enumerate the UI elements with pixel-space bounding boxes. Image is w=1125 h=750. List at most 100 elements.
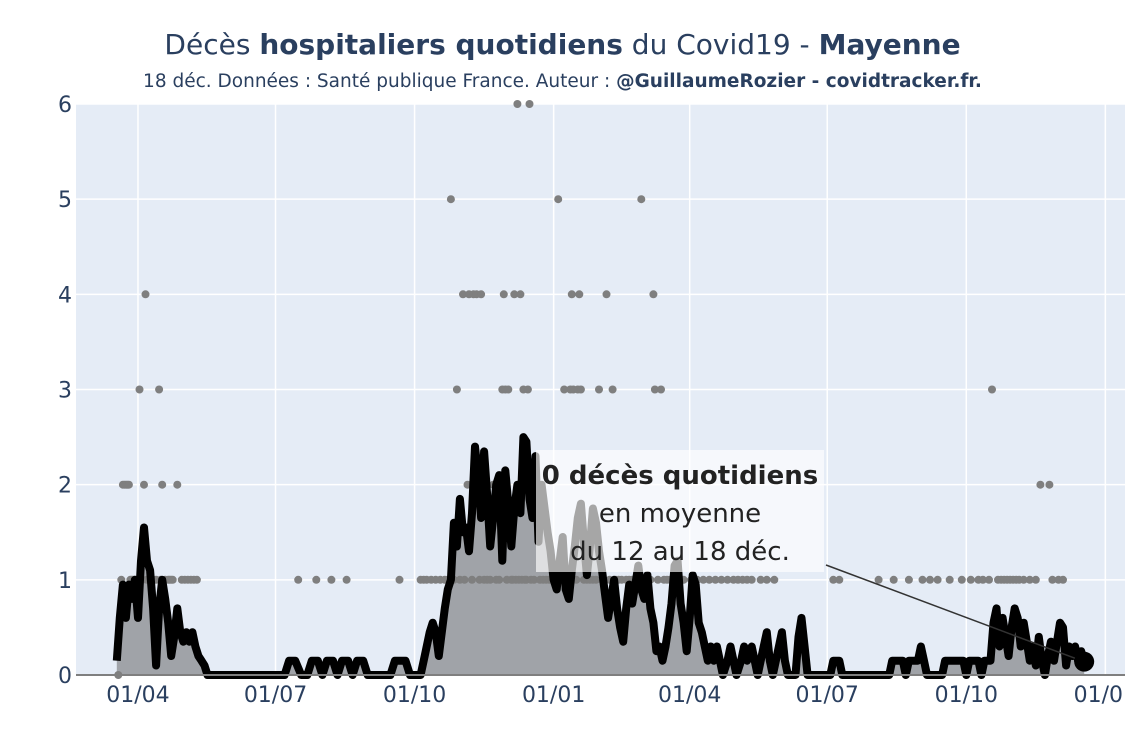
chart-subtitle: 18 déc. Données : Santé publique France.… [0,71,1125,92]
daily-point [650,385,659,394]
y-tick-label: 0 [58,664,72,689]
annotation: 0 décès quotidiens en moyenne du 12 au 1… [536,450,1085,663]
x-tick-label: 01/10 [935,683,998,708]
daily-point [486,575,495,584]
chart-title: Décès hospitaliers quotidiens du Covid19… [0,28,1125,61]
title-bold-2: Mayenne [818,28,961,61]
annotation-arrow [825,564,1085,663]
title-part-1: Décès [164,28,260,61]
average-area [116,437,1085,675]
average-area-fill [116,437,1085,675]
grid-lines [76,103,1125,675]
daily-point [567,290,576,299]
daily-point [395,575,404,584]
annotation-line-3: du 12 au 18 déc. [570,537,790,567]
daily-point [602,290,611,299]
annotation-box [536,450,824,572]
daily-point [747,575,756,584]
daily-point [966,575,975,584]
daily-point [1045,480,1054,489]
subtitle-bold: @GuillaumeRozier - covidtracker.fr. [616,71,982,92]
daily-point [985,575,993,584]
daily-point [576,385,585,394]
daily-point [575,290,584,299]
daily-point [523,385,532,394]
daily-point [192,575,201,584]
daily-point [1036,480,1045,489]
daily-point [1048,575,1057,584]
daily-point [945,575,954,584]
daily-point [657,385,665,394]
annotation-line-2: en moyenne [599,499,761,529]
x-tick-label: 01/04 [658,683,721,708]
daily-point [904,575,913,584]
daily-point [158,480,167,489]
title-bold-1: hospitaliers quotidiens [259,28,623,61]
daily-point [933,575,942,584]
daily-point [608,385,617,394]
y-tick-label: 3 [58,379,72,404]
daily-point [756,575,765,584]
daily-point [554,195,563,204]
daily-point [141,290,150,299]
last-value-marker [1074,651,1095,672]
daily-point [173,480,182,489]
daily-point [653,575,662,584]
daily-point [1025,575,1034,584]
daily-point [516,290,525,299]
daily-point [723,575,732,584]
daily-point [926,575,934,584]
daily-point [168,575,177,584]
daily-point [874,575,883,584]
daily-point [918,575,927,584]
daily-point [452,385,461,394]
daily-point [525,100,534,108]
y-tick-label: 1 [58,569,72,594]
daily-point [770,575,779,584]
daily-point [762,575,771,584]
daily-point [829,575,838,584]
daily-point [342,575,351,584]
daily-point [957,575,966,584]
daily-point [705,575,714,584]
y-tick-label: 2 [58,474,72,499]
daily-point [327,575,336,584]
x-tick-label: 01/01 [1074,683,1125,708]
daily-point [446,195,455,204]
daily-point [312,575,321,584]
daily-point [1019,575,1028,584]
y-tick-label: 5 [58,188,72,213]
daily-point [595,385,603,394]
daily-point [592,575,600,584]
daily-point [1031,575,1040,584]
daily-point [978,575,987,584]
daily-point [460,575,469,584]
daily-point [560,385,569,394]
x-tick-label: 01/04 [106,683,169,708]
daily-point [699,575,708,584]
daily-point [510,290,519,299]
y-tick-label: 6 [58,93,72,118]
daily-point [711,575,720,584]
daily-point [513,100,522,108]
daily-point [717,575,726,584]
daily-point [124,480,133,489]
x-tick-label: 01/07 [244,683,307,708]
daily-points [114,100,1067,679]
daily-point [495,575,504,584]
x-tick-label: 01/01 [522,683,585,708]
daily-point [135,385,144,394]
axes: 0 1 2 3 4 5 6 01/04 01/07 01/10 01/01 01/04 01/07 01/… [58,93,1125,708]
x-tick-label: 01/07 [796,683,859,708]
daily-point [988,385,996,394]
daily-point [140,480,148,489]
daily-point [294,575,303,584]
daily-point [1059,575,1067,584]
daily-point [637,195,646,204]
x-tick-label: 01/10 [383,683,446,708]
daily-point [835,575,844,584]
daily-point [468,575,476,584]
subtitle-part-1: 18 déc. Données : Santé publique France.… [143,71,617,92]
daily-point [889,575,898,584]
